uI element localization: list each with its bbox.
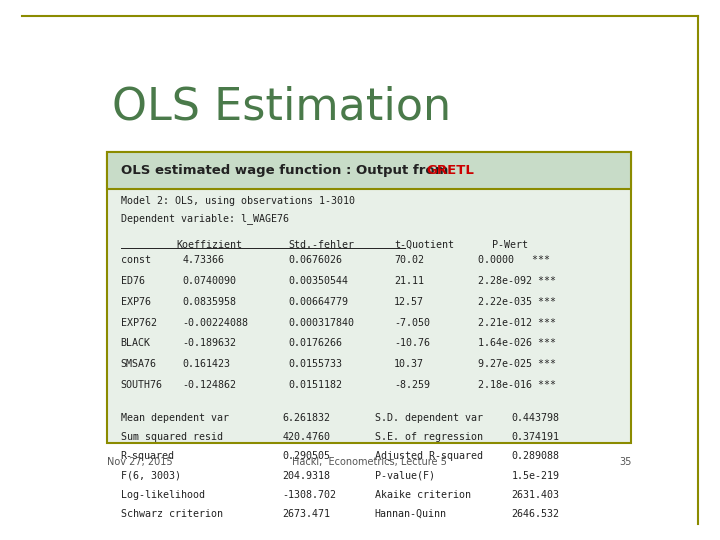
Text: Std.-fehler: Std.-fehler	[288, 240, 354, 250]
Text: 10.37: 10.37	[394, 359, 424, 369]
Text: 0.161423: 0.161423	[182, 359, 230, 369]
Text: 2646.532: 2646.532	[511, 509, 559, 519]
Text: 4.73366: 4.73366	[182, 255, 224, 265]
Text: Sum squared resid: Sum squared resid	[121, 433, 222, 442]
Text: P-value(F): P-value(F)	[374, 471, 435, 481]
Text: 2673.471: 2673.471	[282, 509, 330, 519]
Text: 0.0740090: 0.0740090	[182, 276, 236, 286]
Text: const: const	[121, 255, 150, 265]
Text: 420.4760: 420.4760	[282, 433, 330, 442]
Text: 2.21e-012 ***: 2.21e-012 ***	[478, 318, 556, 328]
Text: S.E. of regression: S.E. of regression	[374, 433, 482, 442]
Text: 2.22e-035 ***: 2.22e-035 ***	[478, 297, 556, 307]
FancyBboxPatch shape	[107, 152, 631, 443]
Text: Model 2: OLS, using observations 1-3010: Model 2: OLS, using observations 1-3010	[121, 196, 355, 206]
Text: 0.0176266: 0.0176266	[288, 339, 342, 348]
Text: t-Quotient: t-Quotient	[394, 240, 454, 250]
Text: Adjusted R-squared: Adjusted R-squared	[374, 451, 482, 462]
Text: -0.00224088: -0.00224088	[182, 318, 248, 328]
Text: 1.64e-026 ***: 1.64e-026 ***	[478, 339, 556, 348]
Text: 0.443798: 0.443798	[511, 413, 559, 423]
Text: 2631.403: 2631.403	[511, 490, 559, 500]
Text: 0.0155733: 0.0155733	[288, 359, 342, 369]
Text: -0.124862: -0.124862	[182, 380, 236, 390]
Text: 204.9318: 204.9318	[282, 471, 330, 481]
Text: 0.289088: 0.289088	[511, 451, 559, 462]
Text: OLS Estimation: OLS Estimation	[112, 85, 451, 129]
Text: 0.00350544: 0.00350544	[288, 276, 348, 286]
Text: Dependent variable: l_WAGE76: Dependent variable: l_WAGE76	[121, 213, 289, 224]
Text: Log-likelihood: Log-likelihood	[121, 490, 204, 500]
Text: 2.18e-016 ***: 2.18e-016 ***	[478, 380, 556, 390]
Text: 0.00664779: 0.00664779	[288, 297, 348, 307]
Text: 0.0000   ***: 0.0000 ***	[478, 255, 550, 265]
Text: 70.02: 70.02	[394, 255, 424, 265]
Text: Akaike criterion: Akaike criterion	[374, 490, 471, 500]
Text: S.D. dependent var: S.D. dependent var	[374, 413, 482, 423]
Text: EXP762: EXP762	[121, 318, 157, 328]
Text: 0.0676026: 0.0676026	[288, 255, 342, 265]
Text: SOUTH76: SOUTH76	[121, 380, 163, 390]
Text: Koeffizient: Koeffizient	[176, 240, 243, 250]
Text: -8.259: -8.259	[394, 380, 430, 390]
Text: 0.0835958: 0.0835958	[182, 297, 236, 307]
Text: SMSA76: SMSA76	[121, 359, 157, 369]
Text: 9.27e-025 ***: 9.27e-025 ***	[478, 359, 556, 369]
Text: EXP76: EXP76	[121, 297, 150, 307]
FancyBboxPatch shape	[107, 152, 631, 188]
Text: Schwarz criterion: Schwarz criterion	[121, 509, 222, 519]
Text: 35: 35	[619, 457, 631, 467]
Text: -0.189632: -0.189632	[182, 339, 236, 348]
Text: F(6, 3003): F(6, 3003)	[121, 471, 181, 481]
Text: Hackl,  Econometrics, Lecture 5: Hackl, Econometrics, Lecture 5	[292, 457, 446, 467]
Text: ED76: ED76	[121, 276, 145, 286]
Text: 6.261832: 6.261832	[282, 413, 330, 423]
Text: -7.050: -7.050	[394, 318, 430, 328]
Text: 0.374191: 0.374191	[511, 433, 559, 442]
Text: OLS estimated wage function : Output from: OLS estimated wage function : Output fro…	[121, 164, 453, 177]
Text: Nov 27, 2015: Nov 27, 2015	[107, 457, 172, 467]
Text: 2.28e-092 ***: 2.28e-092 ***	[478, 276, 556, 286]
Text: P-Wert: P-Wert	[492, 240, 528, 250]
Text: R-squared: R-squared	[121, 451, 175, 462]
Text: 0.0151182: 0.0151182	[288, 380, 342, 390]
Text: 0.290505: 0.290505	[282, 451, 330, 462]
Text: Mean dependent var: Mean dependent var	[121, 413, 229, 423]
Text: 21.11: 21.11	[394, 276, 424, 286]
Text: Hannan-Quinn: Hannan-Quinn	[374, 509, 446, 519]
Text: 12.57: 12.57	[394, 297, 424, 307]
Text: 1.5e-219: 1.5e-219	[511, 471, 559, 481]
Text: -1308.702: -1308.702	[282, 490, 336, 500]
Text: -10.76: -10.76	[394, 339, 430, 348]
Text: 0.000317840: 0.000317840	[288, 318, 354, 328]
Text: GRETL: GRETL	[426, 164, 474, 177]
Text: BLACK: BLACK	[121, 339, 150, 348]
